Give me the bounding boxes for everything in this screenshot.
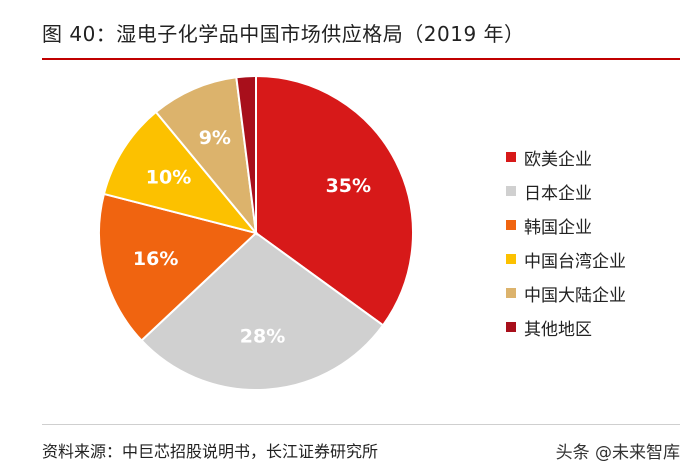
chart-title: 图 40：湿电子化学品中国市场供应格局（2019 年） [42, 22, 525, 46]
title-rule [42, 58, 680, 60]
legend-swatch [506, 288, 516, 298]
pie-label-4: 10% [146, 166, 191, 188]
legend-item-2: 日本企业 [506, 174, 686, 208]
legend: 欧美企业日本企业韩国企业中国台湾企业 中国大陆企业 其他地区 [506, 140, 686, 344]
legend-label: 欧美企业 [524, 149, 592, 170]
source-rule [42, 424, 680, 425]
pie-slice-4 [102, 110, 259, 235]
legend-item-1: 欧美企业 [506, 140, 686, 174]
legend-label: 中国大陆企业 [524, 285, 626, 306]
pie-label-3: 16% [133, 248, 178, 270]
pie-label-2: 28% [240, 325, 285, 347]
watermark: 头条 @未来智库 [555, 443, 680, 463]
legend-swatch [506, 322, 516, 332]
legend-swatch [506, 152, 516, 162]
pie-slice-5 [154, 76, 258, 237]
pie-label-5: 9% [199, 127, 231, 149]
legend-item-6: 其他地区 [506, 310, 686, 344]
pie-slice-6 [235, 74, 257, 234]
legend-label: 其他地区 [524, 319, 592, 340]
pie-slice-2 [140, 231, 385, 391]
legend-label: 日本企业 [524, 183, 592, 204]
legend-swatch [506, 220, 516, 230]
source-note: 资料来源：中巨芯招股说明书，长江证券研究所 [42, 442, 379, 461]
pie-slice-1 [255, 74, 414, 327]
pie-label-1: 35% [326, 175, 371, 197]
legend-item-4: 中国台湾企业 [506, 242, 686, 276]
pie-slice-3 [98, 192, 259, 342]
legend-swatch [506, 186, 516, 196]
legend-item-3: 韩国企业 [506, 208, 686, 242]
legend-label: 韩国企业 [524, 217, 592, 238]
legend-item-5: 中国大陆企业 [506, 276, 686, 310]
legend-label: 中国台湾企业 [524, 251, 626, 272]
legend-swatch [506, 254, 516, 264]
